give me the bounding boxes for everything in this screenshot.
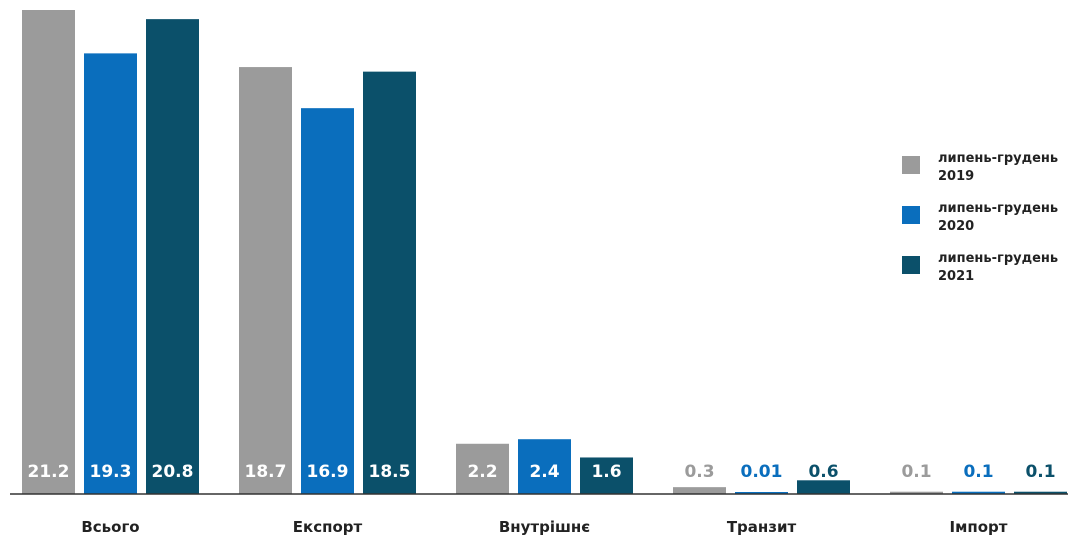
- bar-1-5: [890, 491, 943, 494]
- bar-1-4: [673, 487, 726, 494]
- value-label: 19.3: [90, 462, 132, 482]
- value-label: 0.6: [808, 462, 838, 482]
- bar-1-1: [22, 10, 75, 494]
- bars-layer: [22, 10, 1067, 495]
- value-label: 0.1: [963, 462, 993, 482]
- category-labels-layer: Всього Експорт Внутрішнє Транзит Імпорт: [81, 518, 1007, 536]
- category-label: Експорт: [293, 518, 363, 536]
- legend-label: 2020: [938, 219, 974, 234]
- value-label: 2.4: [529, 462, 559, 482]
- value-label: 18.7: [245, 462, 287, 482]
- bar-3-1: [146, 19, 199, 494]
- value-label: 2.2: [467, 462, 497, 482]
- bar-1-3: [456, 443, 509, 494]
- value-label: 21.2: [28, 462, 70, 482]
- value-label: 0.01: [741, 462, 783, 482]
- legend-label: липень-грудень: [938, 201, 1058, 216]
- bar-3-5: [1014, 491, 1067, 494]
- bar-2-3: [518, 439, 571, 494]
- legend-swatch: [902, 206, 920, 224]
- legend-label: липень-грудень: [938, 251, 1058, 266]
- legend-label: 2019: [938, 169, 974, 184]
- category-label: Всього: [81, 518, 139, 536]
- value-label: 16.9: [307, 462, 349, 482]
- value-label: 20.8: [152, 462, 194, 482]
- legend: липень-грудень 2019 липень-грудень 2020 липе…: [902, 151, 1058, 284]
- legend-label: липень-грудень: [938, 151, 1058, 166]
- value-labels-layer: 21.2 19.3 20.8 18.7 16.9 18.5 2.2 2.4 1.6 0.3 0.01…: [28, 462, 1056, 482]
- bar-1-2: [239, 67, 292, 494]
- legend-swatch: [902, 156, 920, 174]
- category-label: Імпорт: [950, 518, 1008, 536]
- value-label: 18.5: [369, 462, 411, 482]
- value-label: 0.1: [1025, 462, 1055, 482]
- category-label: Внутрішнє: [499, 518, 590, 536]
- bar-3-2: [363, 71, 416, 494]
- bar-2-5: [952, 491, 1005, 494]
- value-label: 1.6: [591, 462, 621, 482]
- legend-label: 2021: [938, 269, 974, 284]
- value-label: 0.1: [901, 462, 931, 482]
- legend-swatch: [902, 256, 920, 274]
- bar-3-4: [797, 480, 850, 494]
- bar-2-1: [84, 53, 137, 495]
- bar-2-2: [301, 108, 354, 495]
- bar-3-3: [580, 457, 633, 494]
- category-label: Транзит: [727, 518, 797, 536]
- bar-2-4: [735, 492, 788, 494]
- value-label: 0.3: [684, 462, 714, 482]
